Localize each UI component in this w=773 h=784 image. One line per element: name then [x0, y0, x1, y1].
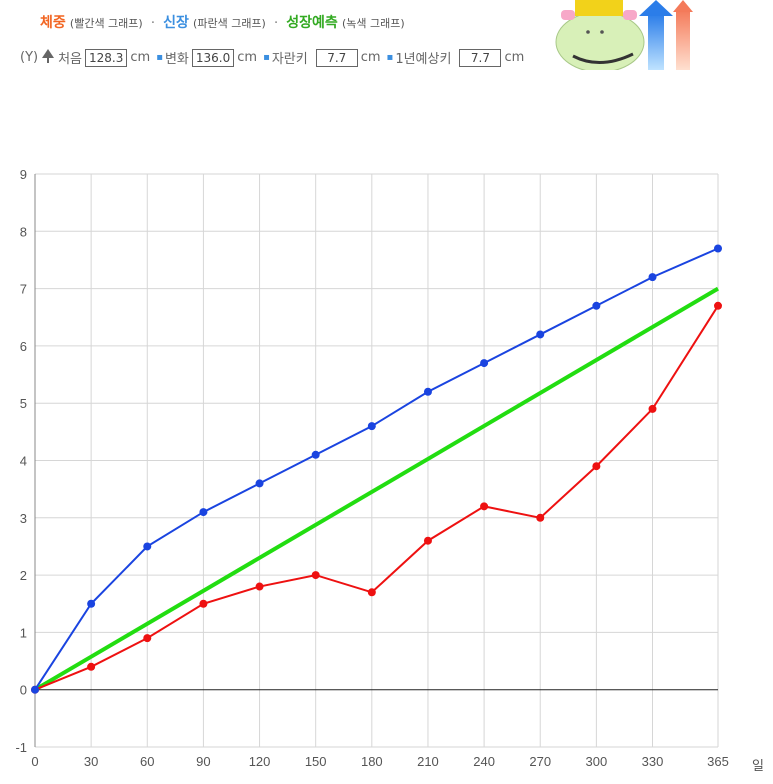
y-tick-label: 7 — [20, 282, 27, 297]
height-point — [87, 599, 96, 608]
height-series-line — [34, 247, 719, 691]
predict-series-line — [33, 286, 720, 692]
y-tick-label: 1 — [20, 625, 27, 640]
height-point — [714, 244, 722, 253]
legend-height-label: 신장 — [163, 15, 189, 31]
predict-value: 7.7 — [459, 48, 502, 67]
weight-point — [255, 582, 264, 591]
height-point — [592, 301, 601, 310]
x-tick-label: 30 — [84, 754, 98, 769]
legend-predict-sub: (녹색 그래프) — [341, 17, 405, 30]
y-tick-label: 9 — [20, 167, 27, 182]
y-axis-label: (Y) — [20, 50, 39, 65]
bullet-icon: ▪ — [263, 52, 270, 63]
unit-label: cm — [504, 50, 525, 65]
y-tick-label: 0 — [20, 683, 27, 698]
bullet-icon: ▪ — [386, 52, 394, 63]
legend-separator: · — [150, 16, 155, 31]
y-tick-label: -1 — [15, 740, 27, 755]
y-tick-label: 8 — [20, 224, 27, 239]
x-tick-label: 270 — [529, 754, 551, 769]
initial-label: 처음 — [58, 52, 83, 67]
weight-point — [367, 588, 376, 597]
x-tick-label: 60 — [140, 754, 154, 769]
legend-predict-label: 성장예측 — [286, 15, 338, 31]
x-tick-label: 365 — [707, 754, 729, 769]
x-tick-label: 90 — [196, 754, 210, 769]
weight-point — [87, 662, 96, 671]
weight-point — [536, 513, 545, 522]
tree-icon — [42, 48, 55, 67]
initial-value: 128.3 — [85, 48, 128, 67]
axes — [34, 174, 718, 747]
height-point — [143, 542, 152, 551]
legend-height-sub: (파란색 그래프) — [193, 17, 266, 30]
weight-point — [199, 599, 208, 608]
y-tick-label: 6 — [20, 339, 27, 354]
height-point — [480, 359, 489, 368]
x-tick-label: 0 — [31, 754, 38, 769]
weight-point — [143, 634, 152, 643]
height-point — [31, 685, 39, 694]
mascot-image — [555, 0, 700, 73]
x-unit-label: 일 — [752, 758, 764, 773]
arrow-icon — [639, 0, 693, 70]
height-point — [536, 330, 545, 339]
unit-label: cm — [237, 50, 258, 65]
weight-point — [592, 462, 601, 471]
change-value: 136.0 — [191, 48, 235, 67]
y-tick-label: 4 — [20, 454, 27, 469]
legend-weight-label: 체중 — [40, 15, 66, 31]
weight-point — [311, 571, 320, 580]
height-point — [648, 273, 657, 282]
grid — [34, 173, 719, 748]
weight-point — [480, 502, 489, 511]
bullet-icon: ▪ — [156, 52, 163, 63]
y-tick-label: 5 — [20, 396, 27, 411]
legend-weight-sub: (빨간색 그래프) — [69, 17, 143, 30]
predict-label: 1년예상키 — [395, 52, 452, 67]
x-tick-label: 180 — [361, 754, 383, 769]
grown-label: 자란키 — [271, 52, 308, 67]
y-tick-label: 3 — [20, 511, 27, 526]
weight-point — [714, 301, 722, 310]
height-point — [311, 450, 320, 459]
height-point — [199, 508, 208, 517]
height-point — [423, 387, 432, 396]
weight-point — [423, 536, 432, 545]
change-label: 변화 — [164, 52, 189, 67]
height-point — [255, 479, 264, 488]
legend-separator: · — [274, 16, 279, 31]
unit-label: cm — [360, 50, 381, 65]
x-tick-label: 150 — [305, 754, 327, 769]
grown-value: 7.7 — [315, 48, 358, 67]
legend: 체중 (빨간색 그래프) · 신장 (파란색 그래프) · 성장예측 (녹색 그… — [40, 12, 405, 32]
y-tick-label: 2 — [20, 568, 27, 583]
x-tick-label: 330 — [642, 754, 664, 769]
info-bar: (Y) 처음 128.3 cm ▪ 변화 136.0 cm ▪ 자란키 7.7 … — [20, 48, 530, 67]
series — [31, 244, 722, 694]
mascot-face-icon — [555, 0, 645, 73]
x-tick-label: 120 — [249, 754, 271, 769]
height-point — [367, 422, 376, 431]
x-tick-label: 210 — [417, 754, 439, 769]
weight-point — [648, 404, 657, 413]
x-tick-label: 300 — [586, 754, 608, 769]
x-tick-label: 240 — [473, 754, 495, 769]
unit-label: cm — [130, 50, 151, 65]
